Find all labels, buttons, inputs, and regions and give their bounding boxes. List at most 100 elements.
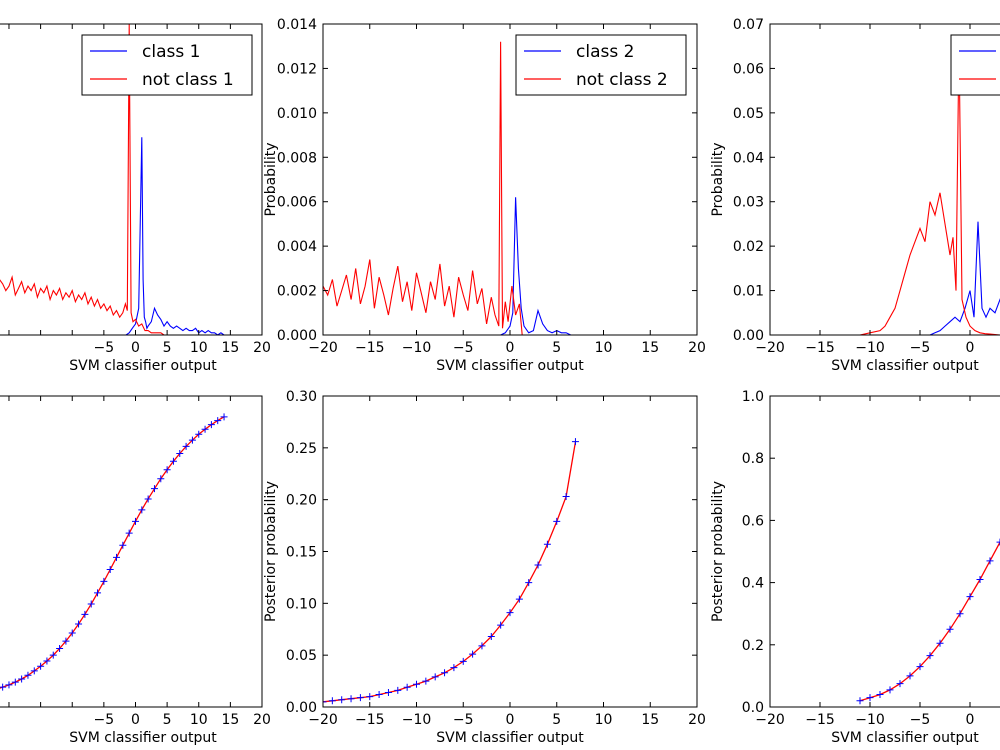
y-axis-label: Probability <box>263 142 279 216</box>
legend-label: class 2 <box>576 42 634 62</box>
plot-area <box>323 41 576 335</box>
y-tick-label: 0.004 <box>277 239 317 255</box>
data-point <box>886 686 894 694</box>
data-point <box>328 697 336 705</box>
subplot-3: −20−15−10−5050.000.010.020.030.040.050.0… <box>710 17 1000 374</box>
x-tick-label: 5 <box>163 340 172 356</box>
series-line-1 <box>929 221 1000 335</box>
y-tick-label: 0.15 <box>286 545 317 561</box>
x-tick-label: 0 <box>966 340 975 356</box>
x-tick-label: 15 <box>221 712 239 728</box>
y-tick-label: 0.00 <box>286 700 317 716</box>
y-axis-label: Posterior probability <box>263 481 279 622</box>
x-tick-label: 5 <box>163 712 172 728</box>
y-tick-label: 0.03 <box>733 195 764 211</box>
data-point <box>856 697 864 705</box>
data-point <box>936 639 944 647</box>
data-point <box>469 650 477 658</box>
data-point <box>43 657 51 665</box>
data-point <box>384 688 392 696</box>
data-point <box>157 475 165 483</box>
legend-box <box>81 34 253 96</box>
legend: class 2 not class 2 <box>515 34 687 96</box>
y-tick-label: 0.000 <box>277 328 317 344</box>
plot-area <box>0 24 225 335</box>
x-tick-label: 0 <box>966 712 975 728</box>
data-point <box>106 566 114 574</box>
y-axis-label: Posterior probability <box>710 481 726 622</box>
data-point <box>394 686 402 694</box>
x-tick-label: −15 <box>355 712 385 728</box>
x-axis-label: SVM classifier output <box>436 730 584 746</box>
axes-frame <box>769 23 1000 336</box>
data-point <box>87 600 95 608</box>
legend-box <box>950 34 1000 96</box>
y-tick-label: 0.10 <box>286 596 317 612</box>
data-point <box>56 645 64 653</box>
x-tick-label: 0 <box>131 712 140 728</box>
data-point <box>956 610 964 618</box>
y-tick-label: 0.05 <box>286 648 317 664</box>
series-line-1 <box>500 197 576 335</box>
x-tick-label: 20 <box>688 340 706 356</box>
y-tick-label: 0.006 <box>277 195 317 211</box>
data-point <box>176 450 184 458</box>
data-point <box>506 609 514 617</box>
data-point <box>150 485 158 493</box>
x-tick-label: 5 <box>552 712 561 728</box>
y-tick-label: 0.04 <box>733 150 764 166</box>
x-tick-label: −20 <box>308 340 338 356</box>
data-point <box>220 413 228 421</box>
data-point <box>356 694 364 702</box>
series-line-2 <box>0 24 165 335</box>
fit-curve <box>323 441 577 703</box>
plot-area <box>856 538 1000 705</box>
x-axis-label: SVM classifier output <box>436 358 584 374</box>
y-axis-label: Probability <box>710 142 726 216</box>
data-point <box>207 421 215 429</box>
y-tick-label: 0.0 <box>742 700 764 716</box>
subplot-1: −5 0 5 10 15 20 SVM classifier output class 1 no… <box>0 23 271 374</box>
x-axis-label: SVM classifier output <box>831 358 979 374</box>
y-tick-label: 0.20 <box>286 493 317 509</box>
data-point <box>37 662 45 670</box>
subplot-5: −20 −15 −10 −5 0 5 10 15 20 0.00 0.05 0.10 0.15 0.20 0… <box>263 389 706 746</box>
subplot-2: −20 −15 −10 −5 0 5 10 15 20 0.000 0.002 0.004 0.006 0… <box>263 17 706 374</box>
data-point <box>403 683 411 691</box>
y-tick-label: 0.05 <box>733 106 764 122</box>
x-tick-label: 20 <box>688 712 706 728</box>
data-point <box>487 633 495 641</box>
x-tick-label: 20 <box>253 340 271 356</box>
data-point <box>497 621 505 629</box>
data-point <box>24 671 32 679</box>
axes-frame <box>769 395 1000 708</box>
x-tick-label: −10 <box>402 712 432 728</box>
x-tick-label: 10 <box>190 712 208 728</box>
data-point <box>422 677 430 685</box>
y-tick-label: 0.4 <box>742 576 764 592</box>
data-point <box>201 425 209 433</box>
data-point <box>450 664 458 672</box>
axes-frame <box>0 23 263 336</box>
data-point <box>188 436 196 444</box>
data-point <box>30 667 38 675</box>
x-tick-label: 10 <box>595 340 613 356</box>
data-point <box>182 442 190 450</box>
x-tick-label: −20 <box>755 712 785 728</box>
data-point <box>125 529 133 537</box>
data-point <box>966 593 974 601</box>
x-tick-label: −5 <box>910 712 931 728</box>
x-tick-label: −10 <box>402 340 432 356</box>
data-point <box>896 680 904 688</box>
data-point <box>131 517 139 525</box>
data-point <box>926 652 934 660</box>
x-tick-label: 15 <box>641 340 659 356</box>
y-tick-label: 0.010 <box>277 106 317 122</box>
data-point <box>323 698 327 706</box>
data-point <box>946 625 954 633</box>
y-tick-label: 0.2 <box>742 638 764 654</box>
x-tick-label: −5 <box>94 712 115 728</box>
x-tick-label: 15 <box>641 712 659 728</box>
data-point <box>866 694 874 702</box>
x-tick-label: −10 <box>855 712 885 728</box>
